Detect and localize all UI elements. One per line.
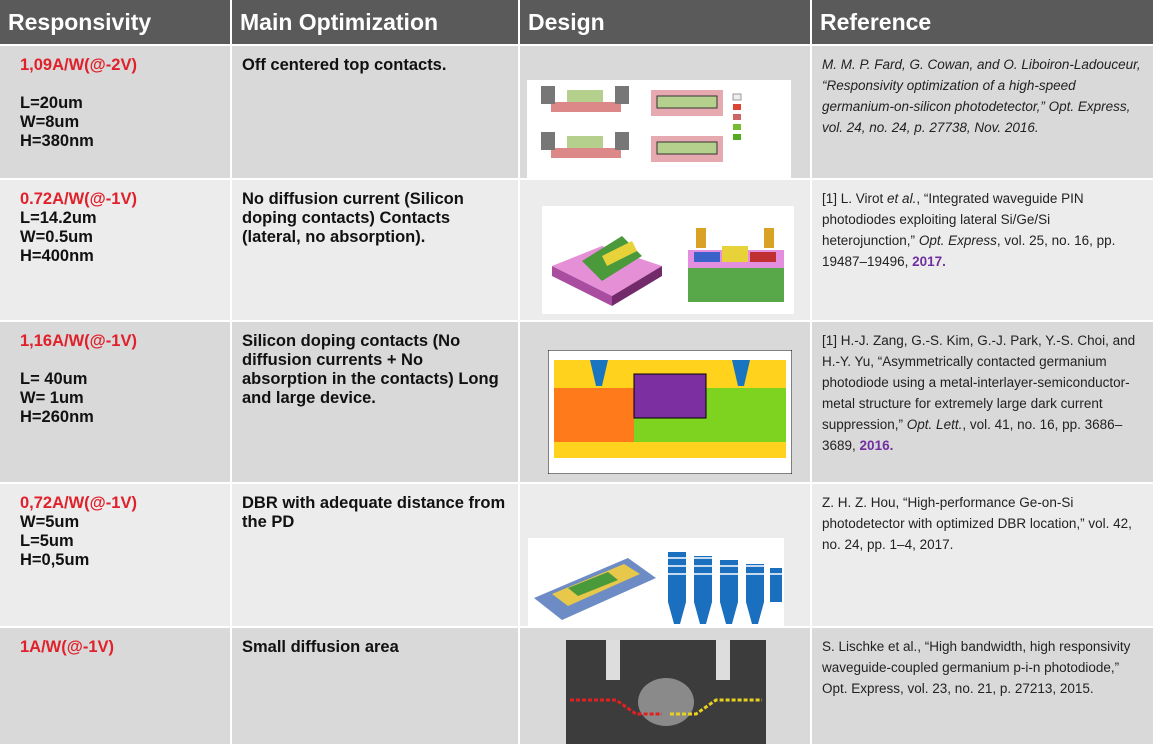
reference-text: Z. H. Z. Hou, “High-performance Ge-on-Si… [822, 495, 1132, 552]
reference-text: et al. [887, 191, 917, 206]
device-parameter: H=0,5um [20, 551, 90, 569]
reference-cell: [1] H.-J. Zang, G.-S. Kim, G.-J. Park, Y… [812, 322, 1155, 484]
responsivity-value: 1,09A/W(@-2V) [20, 56, 137, 74]
design-cell [520, 180, 812, 322]
reference-text: , vol. 25, no. 16, pp. 19487–19496, [822, 233, 1116, 269]
reference-text: , vol. 41, no. 16, pp. 3686–3689, [822, 417, 1123, 453]
device-parameter: H=380nm [20, 132, 94, 150]
reference-cell: Z. H. Z. Hou, “High-performance Ge-on-Si… [812, 484, 1155, 628]
design-figure [542, 206, 794, 314]
responsivity-cell: 1,16A/W(@-1V) L= 40um W= 1um H=260nm [0, 322, 232, 484]
device-parameter: L=20um [20, 94, 83, 112]
reference-text: S. Lischke et al., “High bandwidth, high… [822, 639, 1131, 696]
responsivity-cell: 1A/W(@-1V) [0, 628, 232, 746]
device-parameter: H=400nm [20, 247, 94, 265]
optimization-text: Silicon doping contacts (No diffusion cu… [242, 332, 499, 407]
optimization-text: No diffusion current (Silicon doping con… [242, 190, 464, 246]
reference-text: , “Integrated waveguide PIN photodiodes … [822, 191, 1084, 248]
optimization-cell: DBR with adequate distance from the PD [232, 484, 520, 628]
device-parameter: L= 40um [20, 370, 88, 388]
design-cell [520, 628, 812, 746]
responsivity-cell: 0,72A/W(@-1V) W=5um L=5um H=0,5um [0, 484, 232, 628]
device-parameter: W=5um [20, 513, 80, 531]
optimization-text: DBR with adequate distance from the PD [242, 494, 506, 531]
optimization-cell: Silicon doping contacts (No diffusion cu… [232, 322, 520, 484]
responsivity-value: 1A/W(@-1V) [20, 638, 115, 656]
optimization-text: Small diffusion area [242, 638, 399, 656]
responsivity-value: 0.72A/W(@-1V) [20, 190, 137, 208]
header-cell: Reference [812, 0, 1155, 46]
reference-text: 2016. [859, 438, 894, 453]
reference-cell: M. M. P. Fard, G. Cowan, and O. Liboiron… [812, 46, 1155, 180]
reference-text: 2017. [912, 254, 946, 269]
reference-text: [1] H.-J. Zang, G.-S. Kim, G.-J. Park, Y… [822, 333, 1136, 432]
design-figure [548, 350, 792, 474]
optimization-cell: Off centered top contacts. [232, 46, 520, 180]
device-parameter: L=5um [20, 532, 74, 550]
device-parameter: H=260nm [20, 408, 94, 426]
design-cell [520, 322, 812, 484]
device-parameter: W=8um [20, 113, 80, 131]
reference-cell: S. Lischke et al., “High bandwidth, high… [812, 628, 1155, 746]
design-cell [520, 484, 812, 628]
header-cell: Design [520, 0, 812, 46]
responsivity-cell: 0.72A/W(@-1V) L=14.2um W=0.5um H=400nm [0, 180, 232, 322]
responsivity-value: 0,72A/W(@-1V) [20, 494, 137, 512]
device-parameter: W= 1um [20, 389, 84, 407]
design-figure [527, 80, 791, 178]
optimization-cell: Small diffusion area [232, 628, 520, 746]
reference-text: [1] L. Virot [822, 191, 888, 206]
design-figure [528, 538, 784, 626]
reference-text: M. M. P. Fard, G. Cowan, and O. Liboiron… [822, 57, 1141, 135]
device-parameter: L=14.2um [20, 209, 97, 227]
device-parameter: W=0.5um [20, 228, 93, 246]
reference-text: Opt. Lett. [906, 417, 963, 432]
responsivity-value: 1,16A/W(@-1V) [20, 332, 137, 350]
design-figure [566, 640, 766, 744]
reference-cell: [1] L. Virot et al., “Integrated wavegui… [812, 180, 1155, 322]
header-cell: Responsivity [0, 0, 232, 46]
spacer [20, 75, 230, 94]
header-cell: Main Optimization [232, 0, 520, 46]
optimization-text: Off centered top contacts. [242, 56, 447, 74]
spacer [20, 351, 230, 370]
responsivity-cell: 1,09A/W(@-2V) L=20um W=8um H=380nm [0, 46, 232, 180]
reference-text: Opt. Express [918, 233, 997, 248]
design-cell [520, 46, 812, 180]
optimization-cell: No diffusion current (Silicon doping con… [232, 180, 520, 322]
